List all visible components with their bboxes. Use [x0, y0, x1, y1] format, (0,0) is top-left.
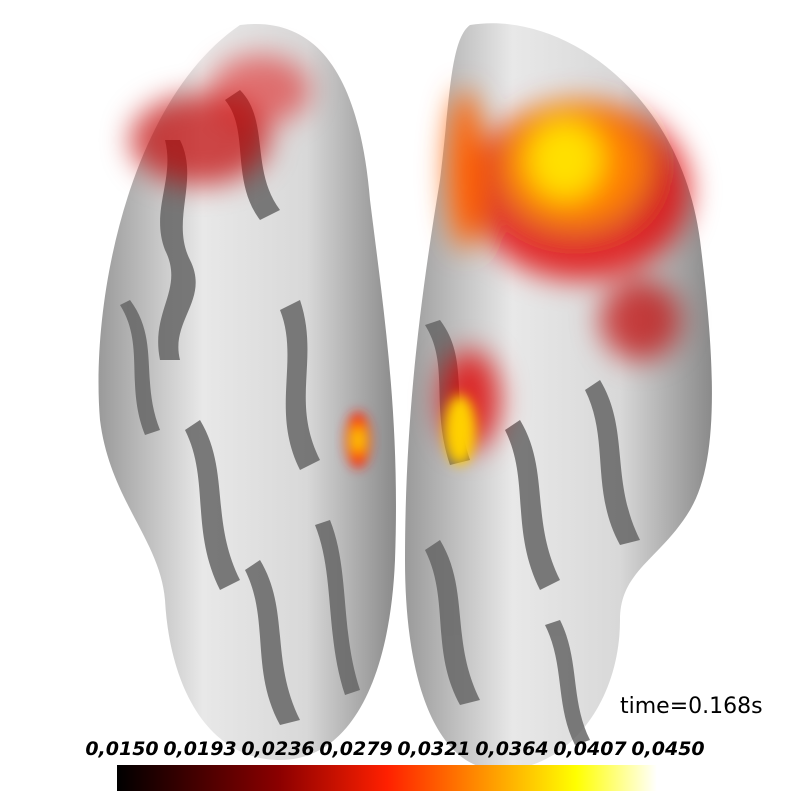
time-label: time=0.168s: [620, 694, 763, 719]
colorbar-tick-label: 0,0321: [397, 738, 470, 760]
colorbar: [117, 765, 657, 791]
left-hemisphere: [98, 23, 396, 760]
colorbar-tick-label: 0,0279: [319, 738, 392, 760]
colorbar-tick-label: 0,0407: [553, 738, 627, 760]
colorbar-tick-label: 0,0150: [85, 738, 158, 760]
right-hemisphere: [405, 23, 712, 771]
colorbar-ticks: 0,0150 0,0193 0,0236 0,0279 0,0321 0,0364 0,04…: [85, 738, 704, 760]
colorbar-tick-label: 0,0450: [631, 738, 704, 760]
colorbar-tick-label: 0,0193: [163, 738, 236, 760]
colorbar-tick-label: 0,0364: [475, 738, 548, 760]
colorbar-tick-label: 0,0236: [241, 738, 314, 760]
